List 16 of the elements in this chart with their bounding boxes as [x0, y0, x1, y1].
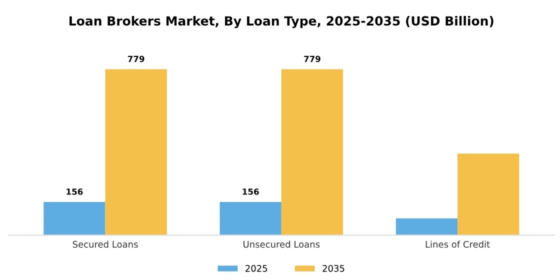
bar — [458, 154, 520, 236]
bar — [281, 69, 344, 236]
legend-label: 2025 — [246, 264, 268, 272]
x-tick-label: Unsecured Loans — [244, 240, 320, 248]
legend-label: 2035 — [322, 264, 344, 272]
bar — [44, 202, 106, 236]
x-tick-label: Secured Loans — [72, 240, 138, 248]
data-label: 779 — [128, 56, 144, 62]
data-label: 156 — [242, 188, 259, 195]
bar — [396, 218, 458, 236]
chart-title: Loan Brokers Market, By Loan Type, 2025-2035 (USD Billion) — [70, 16, 494, 28]
data-label: 156 — [66, 188, 83, 195]
data-label: 779 — [304, 56, 320, 62]
bar — [105, 69, 167, 236]
bar — [220, 202, 282, 236]
x-tick-label: Lines of Credit — [426, 240, 490, 248]
